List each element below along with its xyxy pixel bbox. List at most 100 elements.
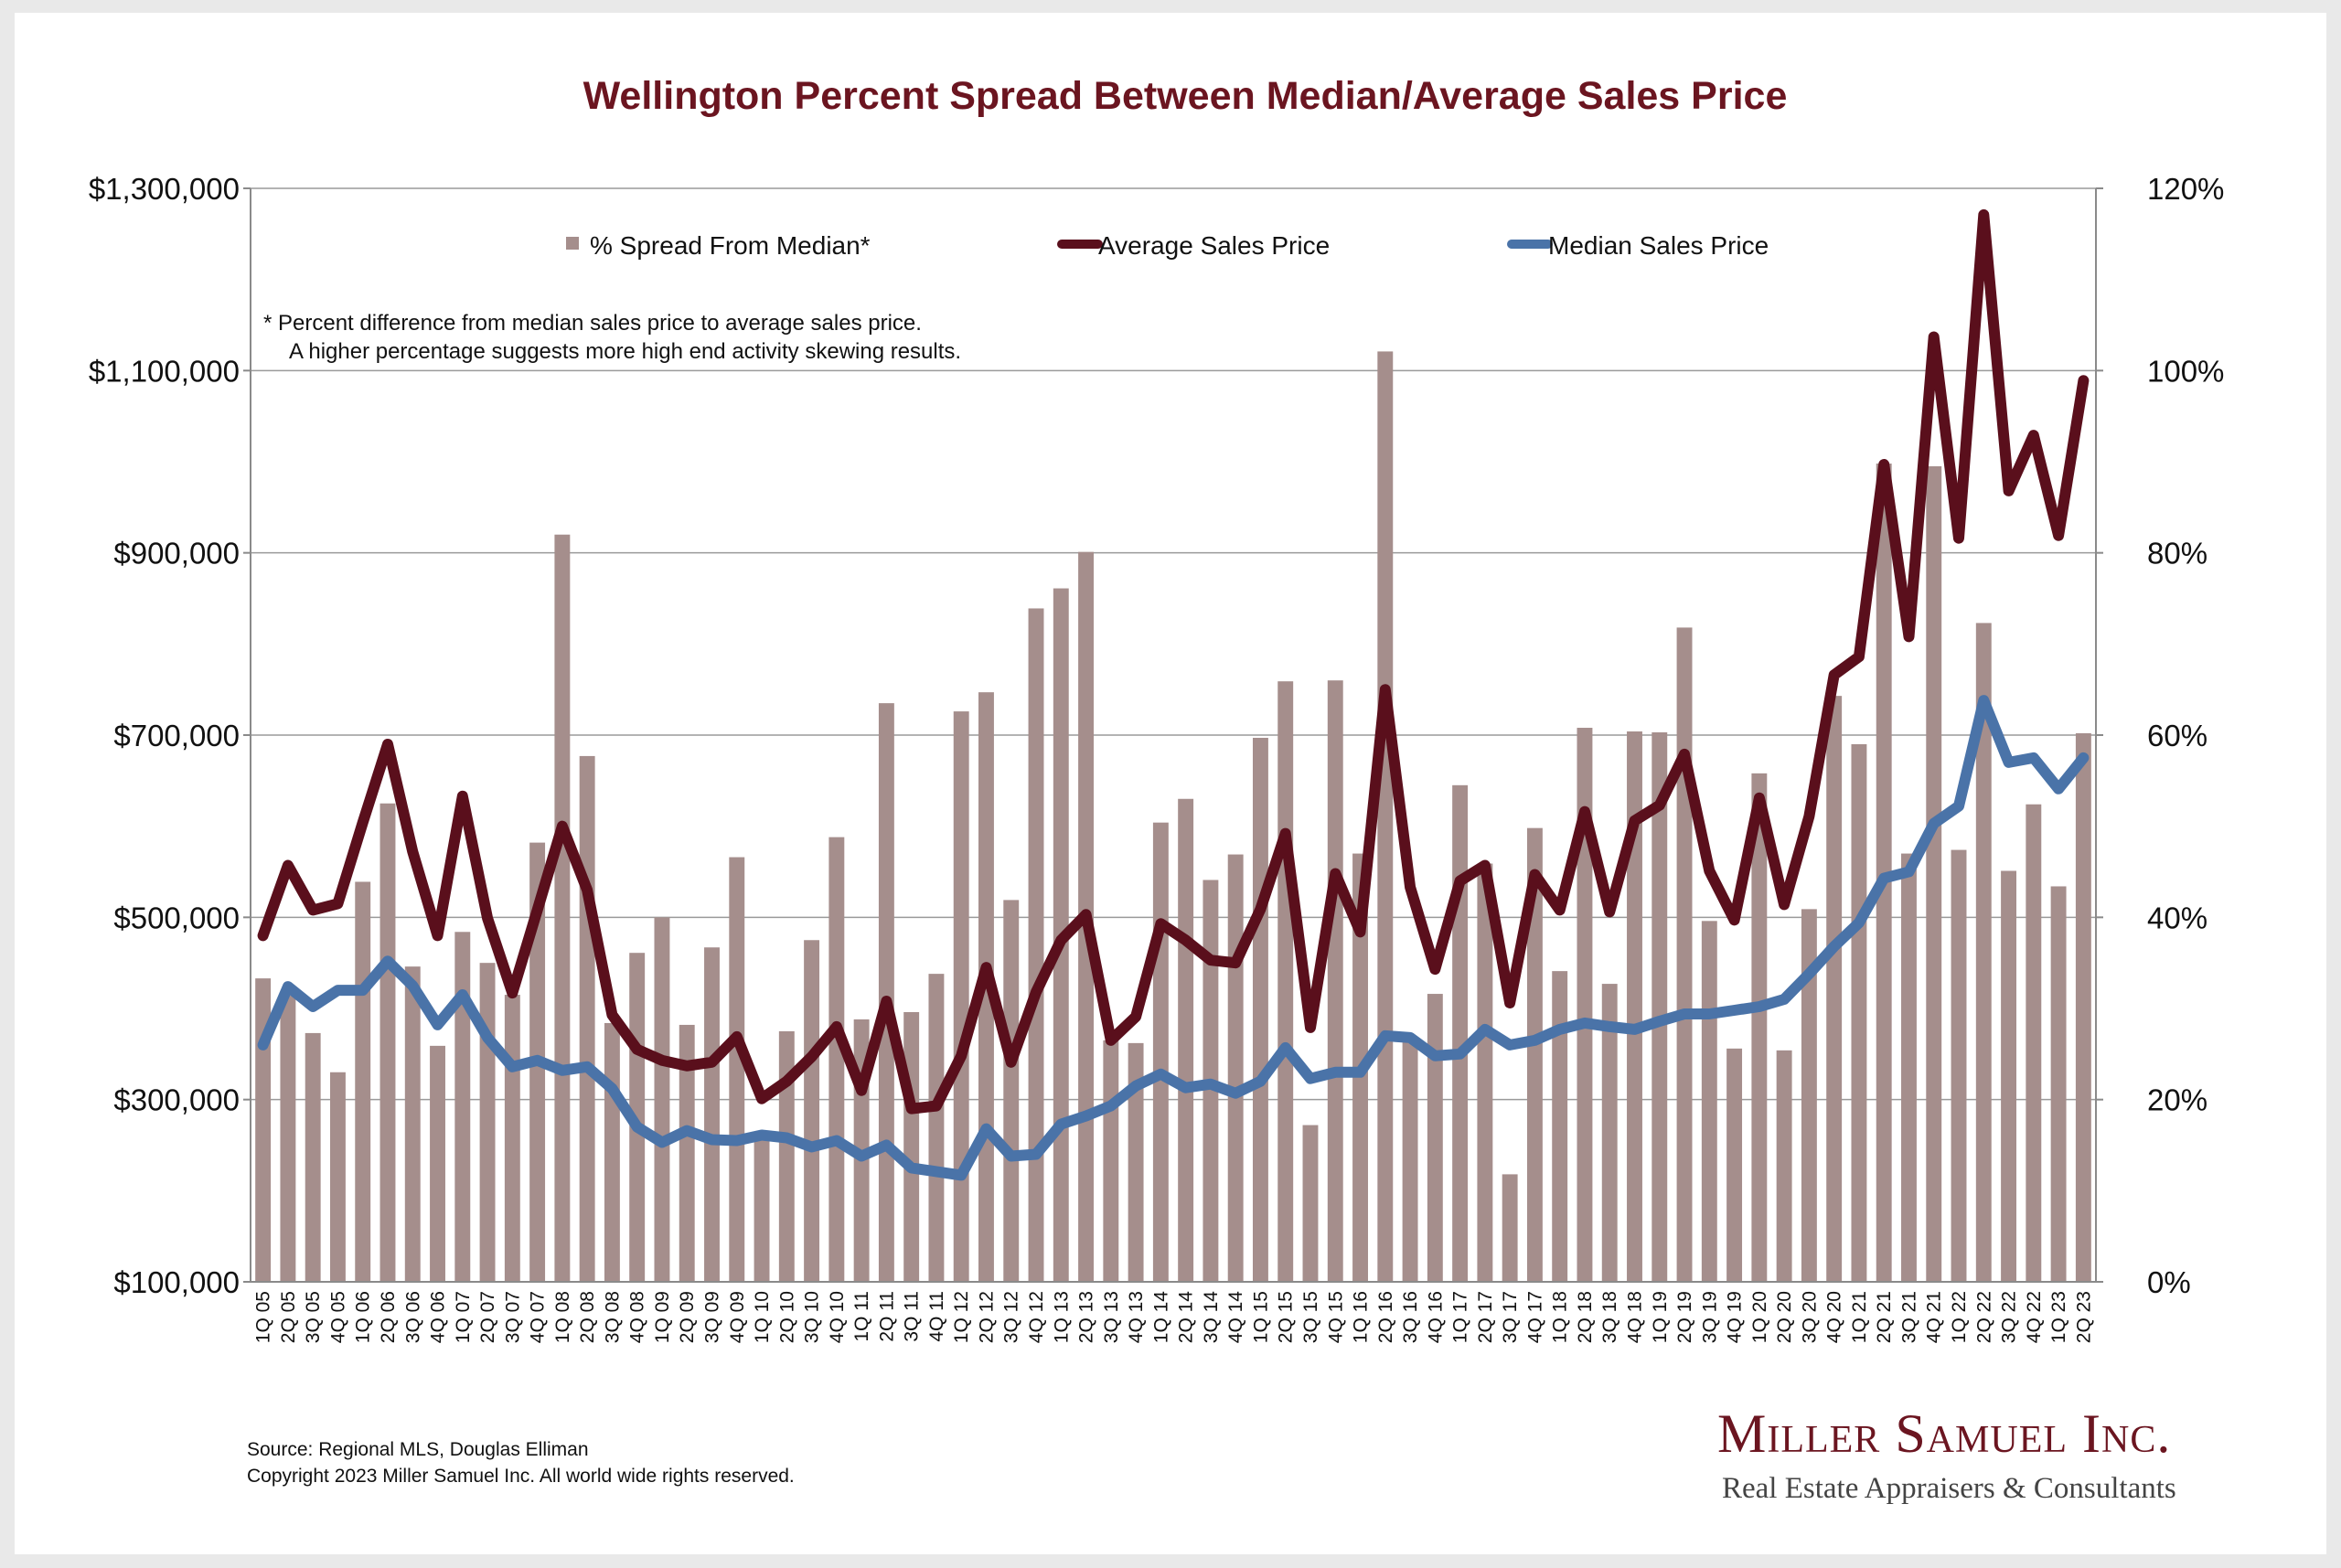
bar-2 [305,1032,321,1282]
bar-56 [1652,732,1668,1282]
x-tick-label: 2Q 12 [976,1291,997,1343]
bar-60 [1751,773,1768,1282]
bar-62 [1801,909,1817,1282]
bar-13 [579,755,595,1282]
bar-50 [1502,1174,1518,1282]
x-tick-label: 2Q 11 [876,1291,897,1342]
x-tick-label: 4Q 13 [1126,1291,1147,1343]
x-tick-label: 3Q 14 [1201,1291,1222,1344]
bar-5 [379,803,396,1282]
x-tick-label: 2Q 21 [1874,1291,1895,1343]
x-tick-label: 1Q 19 [1650,1291,1671,1343]
chart-frame: Wellington Percent Spread Between Median… [15,13,2326,1554]
x-tick-label: 3Q 10 [802,1291,823,1343]
y-tick-left-label: $300,000 [113,1083,240,1117]
x-tick-label: 4Q 20 [1824,1291,1845,1343]
x-tick-label: 4Q 12 [1026,1291,1047,1343]
x-tick-label: 2Q 17 [1475,1291,1496,1343]
bar-43 [1327,680,1343,1282]
x-tick-label: 4Q 08 [627,1291,648,1343]
x-tick-label: 1Q 15 [1250,1291,1271,1343]
bar-10 [504,995,520,1282]
bar-40 [1252,737,1268,1282]
bar-21 [778,1030,795,1282]
x-tick-label: 3Q 17 [1500,1291,1521,1343]
x-tick-label: 1Q 18 [1550,1291,1571,1343]
bar-39 [1227,854,1244,1282]
x-tick-label: 2Q 14 [1176,1291,1197,1344]
bar-46 [1402,1036,1418,1282]
x-tick-label: 2Q 20 [1774,1291,1795,1343]
x-tick-label: 1Q 17 [1450,1291,1471,1343]
bar-66 [1901,853,1917,1282]
bar-18 [704,947,720,1282]
x-tick-label: 1Q 11 [851,1291,872,1342]
bar-16 [654,917,670,1282]
y-tick-right-label: 0% [2147,1265,2191,1299]
bar-31 [1028,608,1044,1282]
bar-20 [754,1131,770,1282]
x-tick-label: 2Q 05 [278,1291,299,1343]
bar-22 [804,940,820,1282]
x-tick-label: 3Q 05 [303,1291,324,1343]
x-tick-label: 1Q 12 [951,1291,972,1343]
x-tick-label: 1Q 08 [552,1291,573,1343]
x-tick-label: 1Q 23 [2048,1291,2069,1343]
bar-55 [1627,731,1642,1282]
bar-8 [454,932,471,1282]
x-tick-label: 2Q 15 [1276,1291,1297,1343]
y-tick-left-label: $500,000 [113,901,240,934]
legend: % Spread From Median* Average Sales Pric… [566,231,1769,260]
x-tick-label: 4Q 15 [1325,1291,1346,1343]
x-tick-label: 1Q 22 [1949,1291,1970,1343]
bar-49 [1477,863,1493,1282]
x-tick-label: 4Q 21 [1924,1291,1945,1343]
footnote: * Percent difference from median sales p… [263,311,961,364]
x-tick-label: 3Q 19 [1699,1291,1720,1343]
x-tick-label: 2Q 10 [776,1291,797,1343]
bar-36 [1152,822,1169,1282]
bar-71 [2026,804,2042,1282]
bar-53 [1577,728,1593,1282]
line-average-sales-price [257,208,2090,1115]
bar-72 [2050,886,2067,1282]
bar-9 [479,963,496,1282]
bar-25 [878,703,894,1282]
bar-51 [1526,827,1543,1282]
legend-label-spread: % Spread From Median* [590,231,871,260]
y-tick-right-label: 40% [2147,901,2207,934]
legend-label-average: Average Sales Price [1098,231,1330,260]
x-tick-label: 1Q 07 [453,1291,474,1343]
footnote-line-1: * Percent difference from median sales p… [263,311,922,336]
brand-tagline: Real Estate Appraisers & Consultants [1722,1472,2176,1505]
x-tick-label: 2Q 22 [1973,1291,1994,1343]
brand-logo: Miller Samuel Inc. Real Estate Appraiser… [1717,1403,2176,1505]
x-tick-label: 2Q 08 [577,1291,598,1343]
x-tick-label: 3Q 08 [602,1291,623,1343]
x-axis-ticks: 1Q 05 2Q 05 3Q 05 4Q 05 1Q 06 2Q 06 3Q 06 4Q 06… [253,1291,2095,1344]
y-axis-left-ticks: $100,000 $300,000 $500,000 $700,000 $900,000… [89,172,251,1299]
bar-7 [430,1045,445,1282]
y-tick-right-label: 120% [2147,172,2224,206]
bar-30 [1003,900,1020,1282]
source-line: Source: Regional MLS, Douglas Elliman [247,1439,589,1460]
y-tick-left-label: $700,000 [113,719,240,752]
x-tick-label: 4Q 18 [1625,1291,1646,1343]
bar-3 [329,1072,346,1282]
bar-42 [1302,1125,1319,1282]
x-tick-label: 3Q 13 [1101,1291,1122,1343]
x-tick-label: 3Q 09 [702,1291,723,1343]
x-tick-label: 4Q 17 [1524,1291,1545,1343]
bar-0 [255,978,272,1282]
x-tick-label: 2Q 19 [1674,1291,1695,1343]
x-tick-label: 3Q 12 [1001,1291,1022,1343]
x-tick-label: 2Q 18 [1575,1291,1596,1343]
x-tick-label: 3Q 22 [1999,1291,2020,1343]
x-tick-label: 1Q 20 [1749,1291,1770,1343]
y-axis-right-ticks: 0% 20% 40% 60% 80% 100% 120% [2096,172,2224,1299]
bar-34 [1103,1040,1119,1282]
x-tick-label: 4Q 05 [327,1291,348,1343]
bar-6 [404,966,421,1282]
bar-14 [604,1022,620,1282]
line-series [257,208,2090,1181]
